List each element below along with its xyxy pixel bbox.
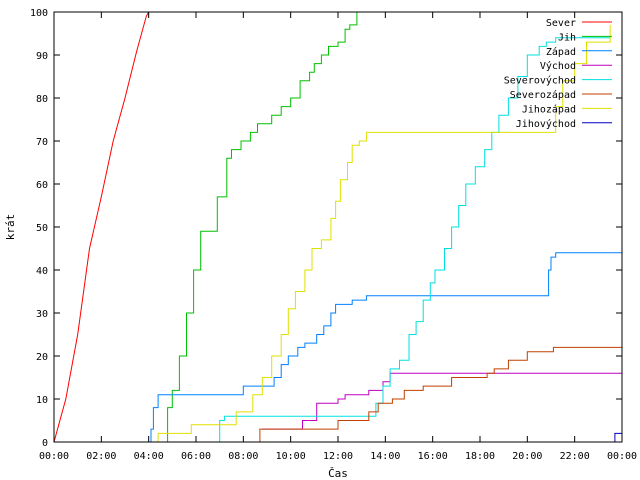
y-tick-label: 50	[36, 223, 48, 234]
y-tick-label: 20	[36, 352, 48, 363]
y-tick-label: 10	[36, 395, 48, 406]
legend: Sever Jih Západ Východ Severovýchod Severozáp…	[504, 18, 612, 130]
y-tick-label: 60	[36, 180, 48, 191]
series-line-5	[257, 346, 622, 443]
x-tick-label: 00:00	[607, 451, 637, 462]
y-tick-label: 90	[36, 51, 48, 62]
y-axis-label: krát	[4, 214, 17, 241]
legend-label: Jihovýchod	[516, 118, 576, 130]
series-line-1	[160, 12, 358, 443]
legend-label: Sever	[546, 18, 576, 29]
x-tick-label: 10:00	[276, 451, 306, 462]
x-tick-label: 20:00	[512, 451, 542, 462]
y-tick-label: 0	[42, 438, 48, 449]
y-tick-label: 70	[36, 137, 48, 148]
series-line-6	[155, 24, 611, 443]
series-line-2	[148, 252, 622, 443]
series-line-0	[53, 11, 150, 443]
x-tick-label: 18:00	[465, 451, 495, 462]
series-line-4	[217, 37, 611, 443]
legend-label: Východ	[540, 60, 576, 72]
x-tick-label: 14:00	[370, 451, 400, 462]
series-layer	[53, 11, 622, 443]
legend-label: Západ	[546, 46, 576, 58]
x-tick-label: 00:00	[39, 451, 69, 462]
x-tick-label: 02:00	[86, 451, 116, 462]
legend-label: Jih	[558, 32, 576, 43]
y-tick-label: 30	[36, 309, 48, 320]
x-tick-label: 16:00	[418, 451, 448, 462]
x-tick-label: 22:00	[560, 451, 590, 462]
legend-label: Severovýchod	[504, 75, 576, 87]
y-tick-label: 100	[30, 8, 48, 19]
x-tick-label: 04:00	[134, 451, 164, 462]
x-tick-label: 12:00	[323, 451, 353, 462]
x-tick-label: 08:00	[228, 451, 258, 462]
y-tick-label: 40	[36, 266, 48, 277]
x-axis-label: Čas	[328, 467, 348, 480]
x-tick-label: 06:00	[181, 451, 211, 462]
y-tick-label: 80	[36, 94, 48, 105]
ticks-layer: 00:00 02:00 04:00 06:00 08:00 10:00 12:00 14:00…	[30, 8, 637, 462]
legend-label: Severozápad	[510, 89, 576, 101]
series-line-3	[262, 372, 622, 430]
legend-label: Jihozápad	[522, 103, 576, 115]
